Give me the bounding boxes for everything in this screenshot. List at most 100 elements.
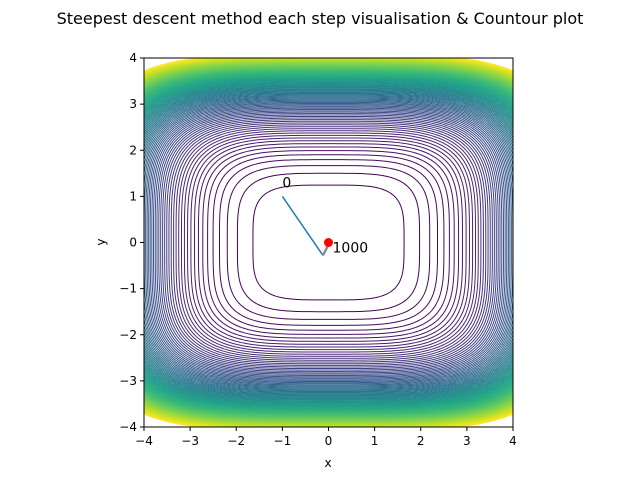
x-tick-label: 4 [509, 434, 517, 448]
contour-level-31 [145, 103, 512, 382]
contour-level-104 [144, 58, 513, 427]
annotation-label: 1000 [333, 241, 369, 257]
contour-level-24 [156, 111, 501, 374]
x-axis-ticks: −4 −3 −2 −1 0 1 2 3 4 [135, 427, 517, 448]
contour-level-27 [151, 107, 506, 378]
contour-level-85 [144, 63, 513, 422]
contour-level-6 [207, 150, 450, 335]
contour-level-48 [144, 86, 513, 399]
contour-level-58 [144, 79, 513, 406]
contour-level-56 [144, 80, 513, 405]
contour-level-70 [144, 71, 513, 414]
contour-level-12 [183, 132, 474, 353]
contour-level-88 [144, 61, 513, 424]
contour-level-49 [144, 86, 513, 399]
contour-level-91 [144, 59, 513, 426]
x-tick-label: 3 [463, 434, 471, 448]
contour-level-74 [144, 69, 513, 416]
contour-level-47 [144, 87, 513, 398]
contour-level-42 [144, 92, 513, 393]
contour-level-101 [144, 58, 513, 427]
y-axis-label: y [94, 238, 108, 245]
contour-level-77 [144, 67, 513, 418]
x-tick-label: 2 [417, 434, 425, 448]
contour-level-102 [144, 58, 513, 427]
contour-level-33 [144, 100, 513, 385]
contour-level-60 [144, 78, 513, 407]
final-point [324, 238, 333, 247]
contour-level-65 [144, 74, 513, 411]
contour-level-52 [144, 83, 513, 402]
contour-level-43 [144, 91, 513, 394]
contour-level-14 [178, 128, 479, 357]
contour-level-57 [144, 80, 513, 405]
contour-level-93 [144, 59, 513, 426]
contour-level-46 [144, 88, 513, 397]
contour-level-69 [144, 72, 513, 413]
annotation-label: 0 [282, 175, 291, 191]
contour-level-83 [144, 64, 513, 421]
y-tick-label: 1 [129, 189, 137, 203]
y-tick-label: −1 [119, 282, 137, 296]
path-segment [281, 195, 324, 256]
contour-level-98 [144, 58, 513, 427]
x-tick-label: −1 [274, 434, 292, 448]
contour-level-94 [144, 58, 513, 427]
contour-level-99 [144, 58, 513, 427]
contour-level-40 [144, 93, 513, 392]
contour-level-68 [144, 72, 513, 413]
y-tick-label: −2 [119, 328, 137, 342]
y-tick-label: 0 [129, 236, 137, 250]
contour-level-8 [197, 143, 460, 342]
contour-level-30 [146, 104, 511, 381]
x-tick-label: 1 [371, 434, 379, 448]
contour-level-55 [144, 81, 513, 404]
contour-level-36 [144, 97, 513, 388]
contour-level-23 [158, 113, 499, 372]
contour-level-81 [144, 65, 513, 420]
contour-level-18 [168, 120, 489, 365]
contour-level-22 [160, 114, 497, 371]
x-tick-label: −2 [227, 434, 245, 448]
contour-level-87 [144, 62, 513, 423]
contour-level-21 [162, 115, 495, 370]
contour-level-19 [166, 119, 491, 366]
contour-level-41 [144, 92, 513, 393]
contour-level-5 [212, 154, 445, 331]
contour-level-54 [144, 82, 513, 403]
contour-level-45 [144, 89, 513, 396]
path-segment [321, 245, 329, 256]
contour-level-63 [144, 76, 513, 409]
contour-level-73 [144, 69, 513, 416]
contour-level-37 [144, 96, 513, 389]
contour-level-90 [144, 60, 513, 425]
contour-level-10 [190, 137, 467, 348]
contour-level-35 [144, 98, 513, 387]
contour-level-59 [144, 78, 513, 407]
contour-level-64 [144, 75, 513, 410]
contour-level-25 [154, 110, 503, 375]
contour-level-38 [144, 95, 513, 390]
descent-path [281, 195, 333, 256]
y-tick-label: 3 [129, 97, 137, 111]
contour-level-17 [170, 122, 487, 363]
y-tick-label: 4 [129, 51, 137, 65]
contour-level-103 [144, 58, 513, 427]
contour-lines [144, 58, 513, 427]
contour-level-82 [144, 64, 513, 421]
contour-level-13 [180, 130, 477, 355]
x-axis-label: x [324, 456, 331, 470]
contour-level-84 [144, 63, 513, 422]
contour-level-79 [144, 66, 513, 419]
x-tick-label: 0 [325, 434, 333, 448]
contour-level-1 [252, 184, 405, 301]
contour-level-72 [144, 70, 513, 415]
x-tick-label: −3 [181, 434, 199, 448]
contour-level-51 [144, 84, 513, 401]
contour-level-26 [152, 109, 505, 376]
contour-level-96 [144, 58, 513, 427]
contour-level-44 [144, 90, 513, 395]
contour-level-61 [144, 77, 513, 408]
y-tick-label: −3 [119, 374, 137, 388]
contour-level-11 [187, 134, 470, 351]
